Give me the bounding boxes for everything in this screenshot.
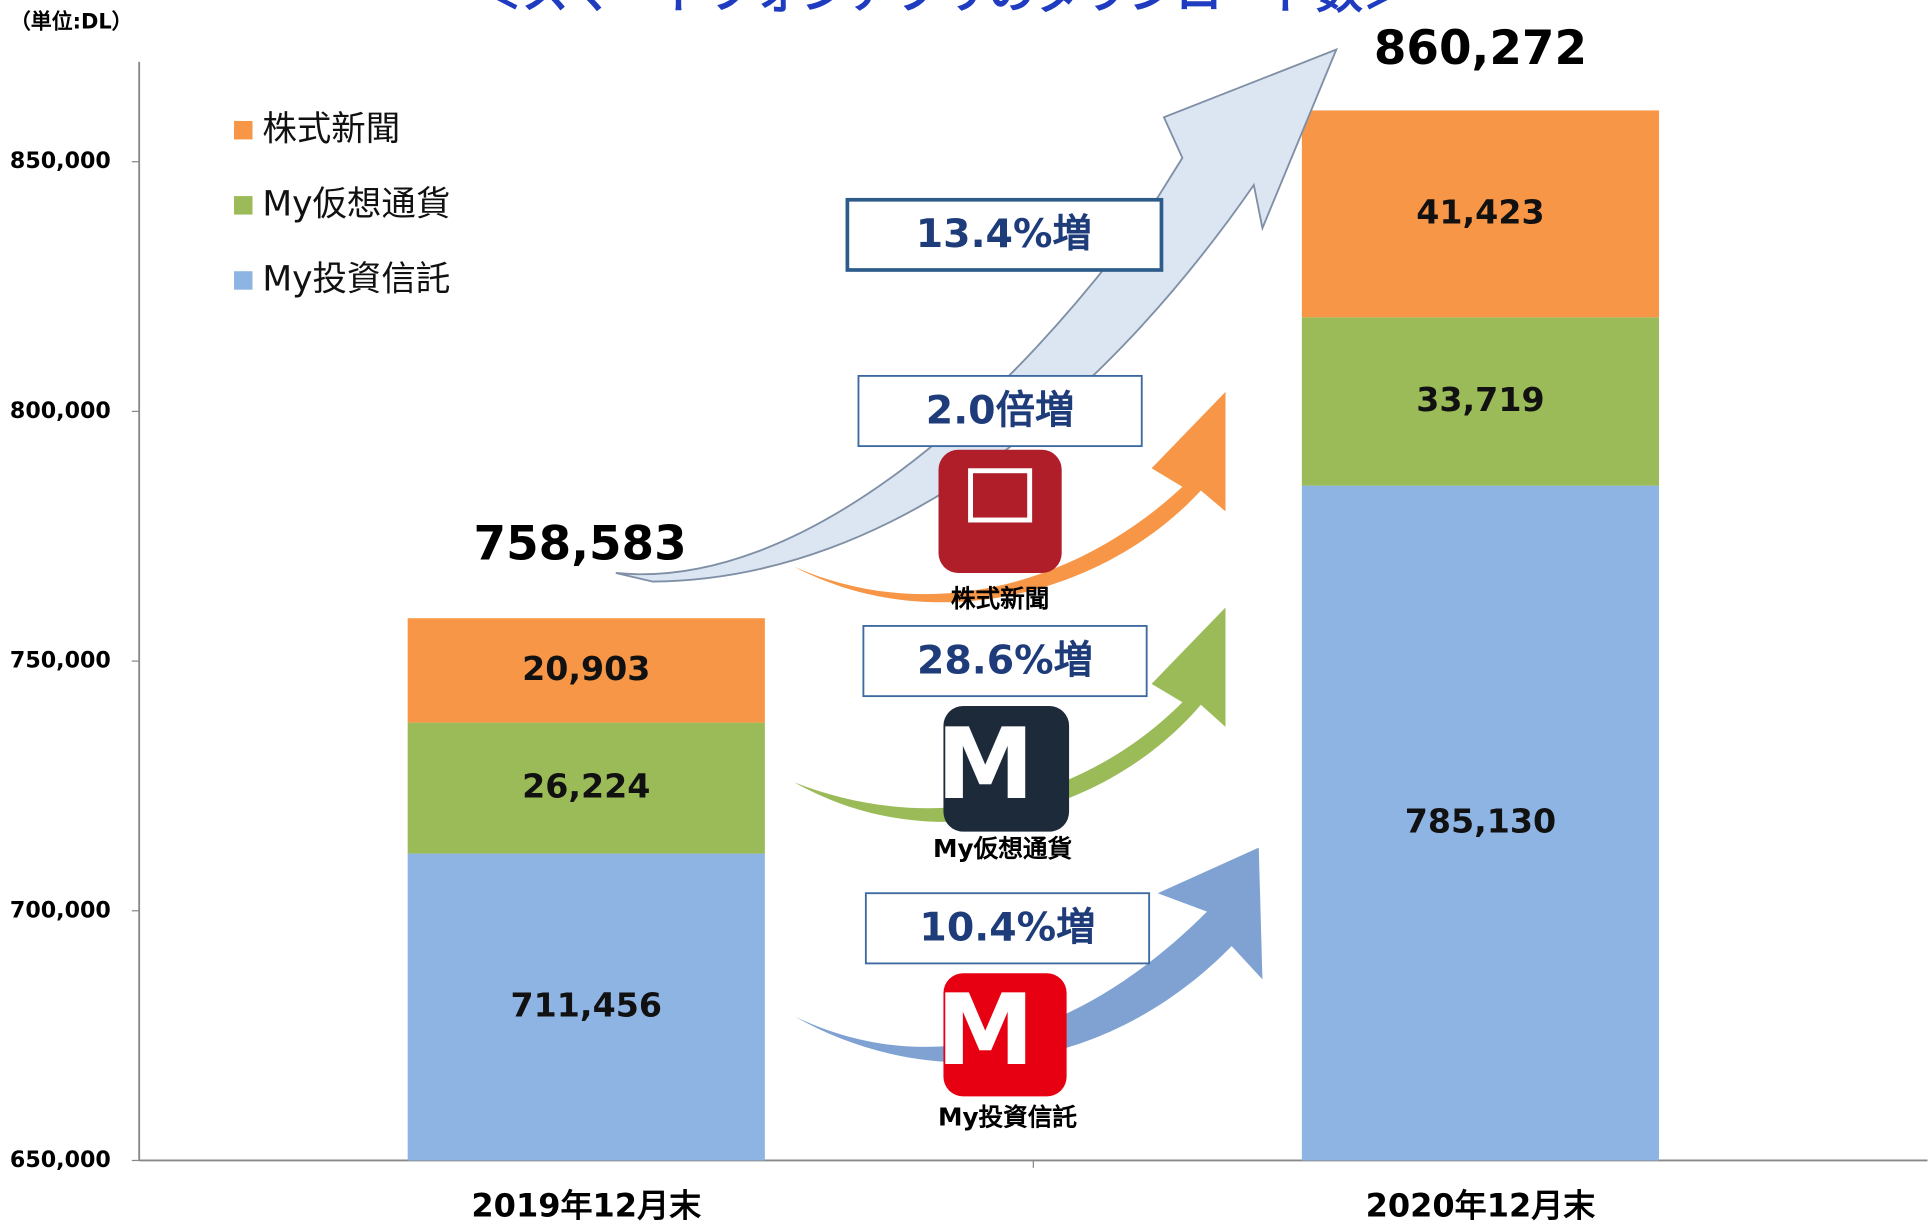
legend-swatch bbox=[234, 271, 253, 290]
app-icon-glyph: M bbox=[936, 974, 1034, 1088]
unit-label: （単位:DL） bbox=[10, 9, 133, 33]
value-label: 41,423 bbox=[1416, 192, 1544, 231]
legend-swatch bbox=[234, 196, 253, 215]
annotation: 28.6%増 bbox=[917, 637, 1093, 683]
y-tick-label: 650,000 bbox=[10, 1147, 111, 1173]
bar-segment bbox=[407, 853, 765, 1161]
x-tick-label: 2019年12月末 bbox=[471, 1186, 701, 1224]
total-label: 758,583 bbox=[474, 517, 687, 571]
y-tick-label: 750,000 bbox=[10, 648, 111, 674]
app-icon-glyph: M bbox=[936, 708, 1034, 822]
legend-label: My仮想通貨 bbox=[262, 184, 450, 224]
annotation-box bbox=[862, 625, 1148, 698]
chart-title: ＜スマートフォンアプリのダウンロード数＞ bbox=[475, 0, 1410, 20]
app-icon bbox=[943, 973, 1067, 1097]
x-tick-label: 2020年12月末 bbox=[1366, 1186, 1596, 1224]
bar-segment bbox=[1301, 110, 1660, 318]
y-tick-label: 800,000 bbox=[10, 398, 111, 424]
value-label: 33,719 bbox=[1416, 380, 1544, 419]
annotation-box bbox=[845, 197, 1164, 272]
decorations: M M bbox=[615, 47, 1339, 1097]
bar-segment bbox=[1301, 317, 1660, 486]
app-label: 株式新聞 bbox=[951, 584, 1050, 613]
arrow-orange bbox=[794, 391, 1226, 603]
bar-segment bbox=[407, 618, 765, 723]
app-icon bbox=[943, 705, 1070, 832]
app-label: My投資信託 bbox=[938, 1103, 1077, 1132]
value-label: 26,224 bbox=[522, 767, 650, 806]
annotation-box bbox=[857, 374, 1143, 448]
annotation: 13.4%増 bbox=[916, 211, 1092, 257]
annotation: 10.4%増 bbox=[919, 905, 1095, 951]
arrow-green bbox=[794, 607, 1226, 822]
bar-segment bbox=[1301, 485, 1660, 1161]
bar-segment bbox=[407, 722, 765, 854]
value-label: 20,903 bbox=[522, 649, 650, 688]
value-label: 785,130 bbox=[1405, 802, 1556, 841]
y-tick-label: 850,000 bbox=[10, 148, 111, 174]
annotation: 2.0倍増 bbox=[926, 387, 1075, 433]
value-label: 711,456 bbox=[511, 986, 662, 1025]
annotation-box bbox=[864, 892, 1151, 965]
growth-arrow bbox=[615, 47, 1339, 583]
app-icon-glyph bbox=[968, 468, 1033, 523]
legend-swatch bbox=[234, 120, 253, 140]
arrow-blue bbox=[794, 847, 1263, 1063]
y-tick-label: 700,000 bbox=[10, 897, 111, 923]
legend-label: 株式新聞 bbox=[262, 109, 400, 149]
total-label: 860,272 bbox=[1374, 22, 1587, 76]
legend-label: My投資信託 bbox=[262, 260, 450, 300]
app-label: My仮想通貨 bbox=[933, 834, 1072, 863]
